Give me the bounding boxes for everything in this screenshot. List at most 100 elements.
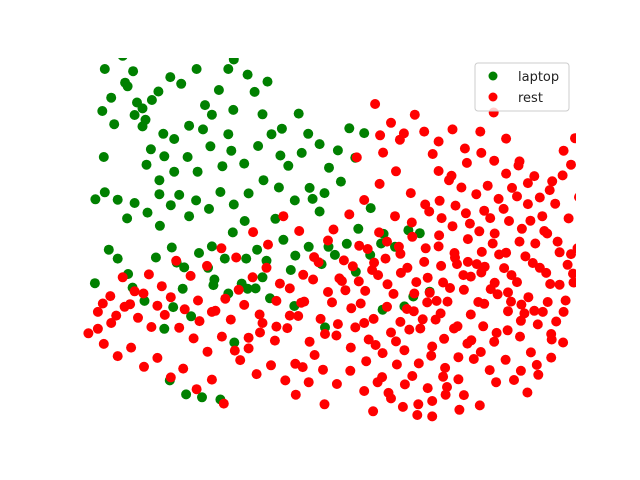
point-rest-243 xyxy=(475,347,486,357)
point-rest-226 xyxy=(422,272,433,283)
point-rest-141 xyxy=(165,372,176,383)
point-laptop-131 xyxy=(208,280,219,291)
point-rest-253 xyxy=(380,253,391,264)
point-laptop-89 xyxy=(329,249,340,260)
point-rest-176 xyxy=(557,170,568,181)
point-rest-44 xyxy=(442,382,452,392)
point-rest-78 xyxy=(427,341,438,352)
point-rest-312 xyxy=(336,276,347,286)
point-rest-1 xyxy=(378,147,389,158)
point-laptop-59 xyxy=(243,188,254,199)
point-rest-319 xyxy=(431,295,442,306)
point-rest-4 xyxy=(427,149,438,159)
point-rest-11 xyxy=(471,189,482,200)
point-laptop-60 xyxy=(228,199,239,210)
point-rest-34 xyxy=(290,389,301,400)
point-rest-101 xyxy=(560,295,571,306)
point-laptop-64 xyxy=(184,211,195,222)
point-laptop-7 xyxy=(97,106,108,116)
point-laptop-101 xyxy=(242,283,253,294)
point-laptop-68 xyxy=(142,207,153,218)
point-rest-271 xyxy=(331,379,342,389)
point-rest-328 xyxy=(552,236,563,247)
point-rest-212 xyxy=(92,323,103,334)
point-laptop-116 xyxy=(159,323,170,334)
point-rest-112 xyxy=(411,277,422,288)
point-rest-49 xyxy=(522,387,533,398)
point-rest-164 xyxy=(464,218,475,229)
point-rest-93 xyxy=(489,228,500,239)
point-rest-309 xyxy=(547,176,558,187)
point-rest-262 xyxy=(501,247,512,258)
legend: laptop rest xyxy=(474,62,570,112)
point-rest-300 xyxy=(433,136,444,147)
point-rest-182 xyxy=(531,359,542,370)
point-rest-116 xyxy=(354,240,365,251)
point-rest-187 xyxy=(453,374,464,385)
point-rest-296 xyxy=(386,117,396,128)
point-rest-307 xyxy=(522,178,533,189)
point-laptop-84 xyxy=(261,255,272,266)
point-rest-227 xyxy=(436,260,447,271)
point-rest-43 xyxy=(427,396,438,406)
point-rest-235 xyxy=(368,313,379,324)
point-rest-220 xyxy=(519,308,530,319)
point-rest-326 xyxy=(525,215,536,226)
point-laptop-139 xyxy=(250,283,261,294)
point-rest-301 xyxy=(447,124,458,135)
series-rest xyxy=(83,99,576,422)
point-rest-177 xyxy=(566,159,576,170)
point-rest-45 xyxy=(458,390,469,401)
point-rest-150 xyxy=(254,309,265,320)
point-laptop-135 xyxy=(293,108,304,119)
point-rest-170 xyxy=(550,198,561,209)
point-rest-169 xyxy=(537,211,548,222)
point-rest-186 xyxy=(468,354,479,364)
point-rest-283 xyxy=(247,272,258,283)
point-rest-236 xyxy=(382,301,392,312)
point-rest-14 xyxy=(434,195,445,206)
point-rest-91 xyxy=(462,234,473,245)
point-rest-114 xyxy=(382,236,392,247)
point-laptop-72 xyxy=(99,187,110,198)
point-rest-100 xyxy=(568,277,576,288)
point-rest-23 xyxy=(308,274,319,285)
point-laptop-43 xyxy=(275,150,286,161)
point-rest-140 xyxy=(152,352,163,363)
point-rest-17 xyxy=(390,211,400,222)
point-rest-299 xyxy=(419,126,430,137)
point-rest-248 xyxy=(542,297,553,307)
point-rest-314 xyxy=(363,334,374,345)
point-rest-28 xyxy=(255,327,265,338)
point-rest-193 xyxy=(361,356,372,367)
point-rest-247 xyxy=(529,305,540,316)
point-rest-238 xyxy=(408,306,419,317)
point-rest-60 xyxy=(458,284,469,295)
point-laptop-51 xyxy=(359,128,370,139)
point-rest-83 xyxy=(491,327,502,338)
point-laptop-79 xyxy=(206,241,217,252)
point-laptop-46 xyxy=(303,128,314,139)
point-rest-163 xyxy=(450,200,461,211)
point-rest-184 xyxy=(500,354,511,365)
point-rest-190 xyxy=(407,371,418,381)
point-laptop-12 xyxy=(146,95,157,105)
point-laptop-27 xyxy=(206,109,217,120)
point-rest-154 xyxy=(313,257,324,268)
point-rest-197 xyxy=(299,296,310,307)
point-rest-128 xyxy=(171,255,182,266)
point-rest-118 xyxy=(323,235,333,246)
point-rest-102 xyxy=(545,279,556,289)
point-rest-285 xyxy=(220,293,231,304)
point-rest-195 xyxy=(331,330,342,341)
point-laptop-65 xyxy=(174,189,185,200)
point-rest-221 xyxy=(532,319,543,330)
point-rest-27 xyxy=(269,335,280,346)
point-rest-86 xyxy=(525,347,536,358)
point-laptop-40 xyxy=(239,158,250,169)
point-rest-264 xyxy=(527,258,538,268)
point-laptop-74 xyxy=(154,220,165,231)
point-laptop-81 xyxy=(227,227,238,238)
point-rest-241 xyxy=(449,323,459,334)
